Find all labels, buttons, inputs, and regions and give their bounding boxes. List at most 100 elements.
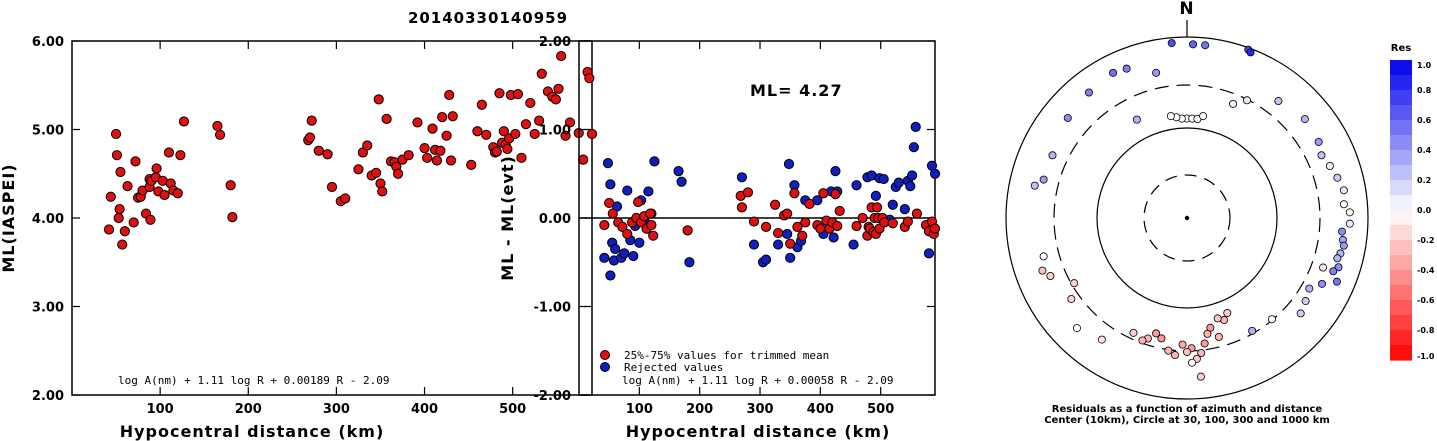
trimmed-point: [800, 217, 811, 228]
station-residual: [1332, 277, 1341, 286]
station-residual: [1197, 349, 1206, 358]
data-point: [145, 214, 156, 225]
data-point: [212, 120, 223, 132]
y-tick-label: 5.00: [32, 124, 64, 139]
station-residual: [1274, 97, 1283, 106]
station-residual: [1201, 41, 1210, 50]
colorbar-swatch: [1390, 60, 1412, 76]
station-residual: [1318, 279, 1327, 288]
y-tick-label: 2.00: [32, 389, 64, 404]
station-residual: [1345, 219, 1354, 228]
station-residual: [1305, 284, 1314, 293]
data-point: [113, 212, 124, 224]
data-point: [512, 89, 524, 100]
data-point: [502, 143, 513, 155]
data-point: [520, 119, 531, 130]
x-tick-label: 400: [807, 402, 834, 417]
station-residual: [1070, 279, 1079, 288]
colorbar-tick-label: -1.0: [1417, 352, 1435, 361]
rejected-point: [887, 199, 898, 210]
panel-2-formula: log A(nm) + 1.11 log R + 0.00058 R - 2.0…: [622, 374, 894, 387]
trimmed-point: [797, 230, 808, 241]
rejected-point: [602, 158, 614, 169]
trimmed-point: [645, 208, 656, 219]
station-residual: [1345, 208, 1354, 217]
trimmed-point: [742, 187, 754, 198]
data-point: [119, 226, 130, 237]
station-residual: [1152, 329, 1161, 338]
station-residual: [1039, 252, 1048, 261]
station-residual: [1220, 316, 1229, 325]
trimmed-point: [773, 227, 784, 239]
ring-1000km: [1005, 36, 1369, 400]
station-residual: [1164, 346, 1173, 355]
station-residual: [1171, 351, 1180, 360]
rejected-point: [905, 181, 916, 192]
panel-magnitude: 100 200 300 400 500 2.00 3.00 4.00 5.00 6.00 log …: [0, 35, 598, 441]
station-residual: [1183, 347, 1192, 356]
colorbar-tick-label: 0.8: [1417, 86, 1432, 95]
data-point: [110, 128, 122, 140]
data-point: [435, 145, 446, 156]
data-point: [214, 129, 226, 140]
panel-1-points: [103, 50, 598, 250]
y-tick-label: 0.00: [539, 212, 571, 227]
y-tick-label: -1.00: [534, 301, 571, 316]
trimmed-point: [929, 223, 941, 234]
data-point: [340, 193, 351, 204]
data-point: [550, 94, 561, 105]
station-residual: [1188, 358, 1197, 367]
station-residual: [1296, 309, 1305, 318]
data-point: [445, 155, 457, 166]
data-point: [586, 128, 598, 140]
colorbar-swatch: [1390, 105, 1412, 121]
rejected-point: [736, 172, 748, 183]
station-residual: [1167, 39, 1176, 48]
rejected-point: [899, 204, 910, 215]
station-residual: [1339, 200, 1348, 209]
data-point: [117, 239, 128, 250]
data-point: [306, 115, 317, 126]
panel-residual: 100 200 300 400 500 -2.00 -1.00 0.00 1.00 2.00 ML…: [498, 35, 941, 441]
rejected-point: [622, 185, 633, 196]
station-residual: [1301, 297, 1310, 306]
rejected-point: [929, 168, 941, 179]
data-point: [491, 146, 502, 157]
colorbar-swatches: [1390, 60, 1412, 361]
trimmed-point: [818, 188, 829, 199]
x-tick-label: 400: [411, 402, 438, 417]
ml-value: ML= 4.27: [750, 81, 843, 100]
panel-2-ticks: 100 200 300 400 500 -2.00 -1.00 0.00 1.00 2.00: [534, 35, 935, 417]
trimmed-point: [851, 220, 862, 232]
colorbar: Res 1.0 0.8 0.6 0.4 0.2 0.0 -0.2 -0.4 -0.6 -0.8 -1…: [1390, 43, 1435, 361]
trimmed-point: [785, 238, 796, 249]
data-point: [553, 83, 564, 94]
data-point: [373, 94, 384, 105]
colorbar-swatch: [1390, 315, 1412, 331]
trimmed-point: [622, 228, 633, 240]
station-residual: [1046, 271, 1055, 280]
x-tick-label: 500: [867, 402, 894, 417]
data-point: [529, 128, 540, 140]
data-point: [422, 152, 433, 163]
colorbar-swatch: [1390, 90, 1412, 106]
colorbar-tick-label: -0.6: [1417, 296, 1435, 305]
trimmed-point: [682, 225, 693, 236]
station-residual: [1325, 161, 1334, 170]
colorbar-swatch: [1390, 120, 1412, 136]
data-point: [151, 163, 162, 174]
colorbar-swatch: [1390, 75, 1412, 91]
rejected-point: [649, 156, 660, 167]
data-point: [114, 204, 125, 215]
colorbar-swatch: [1390, 285, 1412, 301]
colorbar-swatch: [1390, 270, 1412, 286]
y-tick-label: 2.00: [539, 35, 571, 50]
legend-label-rejected: Rejected values: [624, 361, 723, 374]
rejected-point: [748, 239, 760, 250]
x-tick-label: 200: [235, 402, 262, 417]
data-point: [437, 112, 448, 123]
rejected-point: [906, 170, 918, 181]
rejected-point: [619, 248, 630, 259]
x-tick-label: 300: [323, 402, 350, 417]
